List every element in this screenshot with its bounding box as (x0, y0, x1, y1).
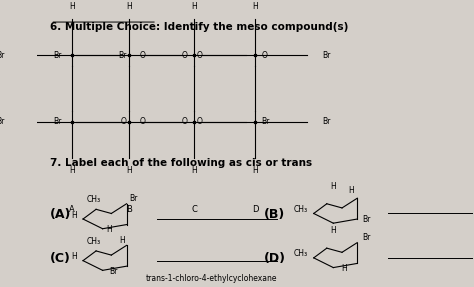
Text: Br: Br (0, 117, 5, 127)
Text: H: H (252, 2, 258, 11)
Text: CH₃: CH₃ (293, 249, 308, 259)
Text: Br: Br (129, 194, 137, 203)
Text: O: O (182, 51, 188, 60)
Text: H: H (72, 252, 77, 261)
Text: (D): (D) (264, 252, 286, 265)
Text: (B): (B) (264, 208, 285, 221)
Text: H: H (348, 186, 354, 195)
Text: H: H (69, 2, 75, 11)
Text: A: A (69, 205, 75, 214)
Text: B: B (126, 205, 132, 214)
Text: O: O (140, 117, 146, 127)
Text: H: H (72, 211, 77, 220)
Text: Br: Br (262, 117, 270, 127)
Text: Br: Br (362, 215, 370, 224)
Text: H: H (191, 2, 197, 11)
Text: H: H (126, 2, 132, 11)
Text: Br: Br (362, 233, 370, 242)
Text: H: H (330, 226, 336, 235)
Text: Br: Br (322, 51, 331, 60)
Text: Br: Br (0, 51, 5, 60)
Text: CH₃: CH₃ (87, 195, 101, 204)
Text: O: O (182, 117, 188, 127)
Text: Br: Br (53, 117, 61, 127)
Text: 6. Multiple Choice: Identify the meso compound(s): 6. Multiple Choice: Identify the meso co… (50, 22, 349, 32)
Text: H: H (341, 264, 347, 273)
Text: Br: Br (118, 51, 127, 60)
Text: H: H (330, 181, 336, 191)
Text: H: H (106, 224, 112, 234)
Text: O: O (196, 117, 202, 127)
Text: O: O (140, 51, 146, 60)
Text: D: D (252, 205, 258, 214)
Text: H: H (69, 166, 75, 175)
Text: O: O (121, 117, 127, 127)
Text: trans-1-chloro-4-ethylcyclohexane: trans-1-chloro-4-ethylcyclohexane (146, 274, 278, 283)
Text: (A): (A) (50, 208, 72, 221)
Text: CH₃: CH₃ (87, 237, 101, 246)
Text: CH₃: CH₃ (293, 205, 308, 214)
Text: 7. Label each of the following as cis or trans: 7. Label each of the following as cis or… (50, 158, 312, 168)
Text: (C): (C) (50, 252, 71, 265)
Text: H: H (126, 166, 132, 175)
Text: H: H (252, 166, 258, 175)
Text: Br: Br (109, 267, 118, 276)
Text: H: H (119, 236, 125, 245)
Text: H: H (191, 166, 197, 175)
Text: O: O (196, 51, 202, 60)
Text: C: C (191, 205, 197, 214)
Text: O: O (262, 51, 267, 60)
Text: Br: Br (53, 51, 61, 60)
Text: Br: Br (322, 117, 331, 127)
